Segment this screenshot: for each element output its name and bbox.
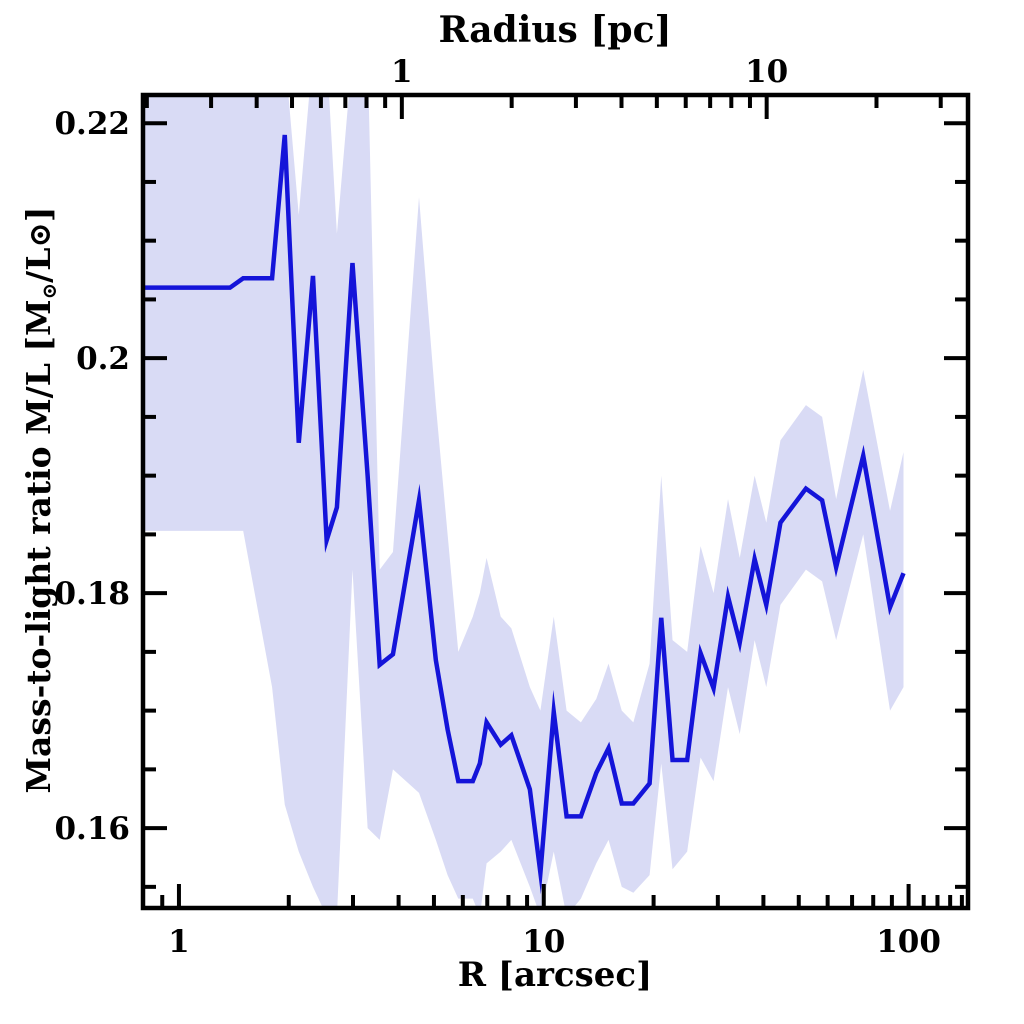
y-axis-tick-label: 0.16	[54, 811, 130, 847]
sun-symbol-subscript: ⊙	[36, 282, 61, 300]
top-axis-tick-label: 1	[391, 54, 413, 90]
top-axis-title: Radius [pc]	[438, 9, 672, 51]
y-axis-tick-label: 0.18	[54, 576, 130, 612]
ml-profile-line	[143, 134, 906, 895]
uncertainty-band	[143, 95, 904, 908]
y-axis-title: Mass-to-light ratio M/L [M⊙/L⊙]	[19, 207, 61, 794]
y-axis-title-middle: /L	[19, 247, 59, 283]
sun-symbol: ⊙	[22, 222, 59, 248]
y-axis-tick-label: 0.22	[54, 106, 130, 142]
y-axis-title-prefix: Mass-to-light ratio M/L [M	[19, 299, 59, 794]
bottom-axis-title: R [arcsec]	[457, 955, 653, 995]
plot-frame	[140, 92, 971, 911]
y-axis-tick-label: 0.2	[76, 341, 130, 377]
x-axis-tick-label: 1	[168, 924, 190, 960]
x-axis-tick-label: 100	[876, 924, 941, 960]
top-axis-tick-label: 10	[745, 54, 788, 90]
y-axis-title-suffix: ]	[19, 206, 59, 223]
x-axis-tick-label: 10	[522, 924, 565, 960]
